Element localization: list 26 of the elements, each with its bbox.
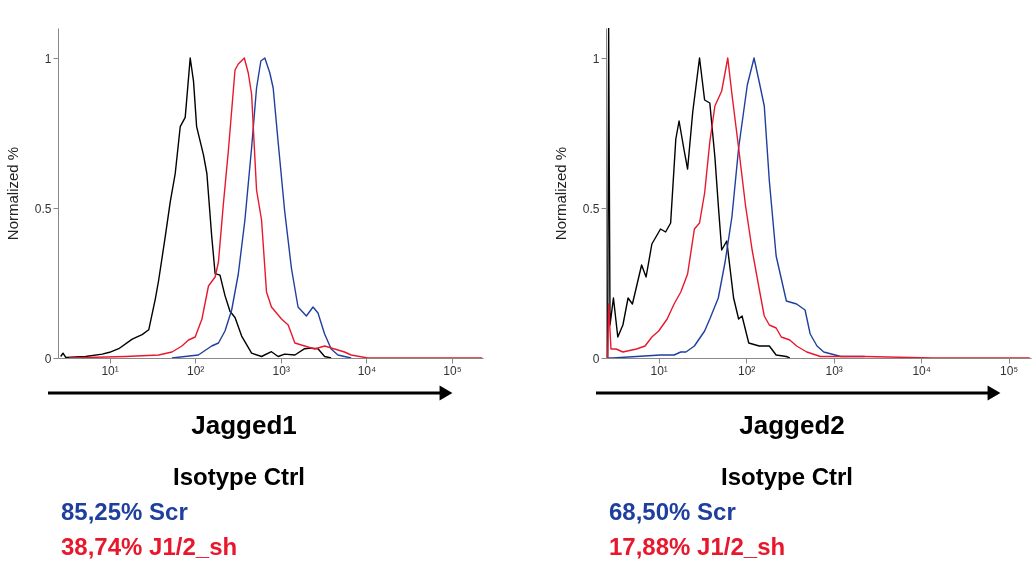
y-tick-label: 0 (592, 351, 600, 366)
x-tick-label: 10² (738, 363, 756, 378)
x-tick-label: 10¹ (650, 363, 668, 378)
x-tick-label: 10³ (272, 363, 290, 378)
x-axis-title: Jagged2 (739, 410, 845, 440)
text: 38,74% J1/2_sh (61, 533, 238, 560)
text: 68,50% Scr (609, 498, 736, 525)
x-tick-label: 10¹ (101, 363, 119, 378)
text: 85,25% Scr (61, 498, 188, 525)
x-tick-label: 10³ (825, 363, 843, 378)
x-tick-label: 10² (187, 363, 205, 378)
text: Isotype Ctrl (721, 463, 854, 490)
text: 17,88% J1/2_sh (609, 533, 786, 560)
y-tick-label: 0 (44, 351, 52, 366)
y-tick-label: 1 (592, 51, 600, 66)
x-tick-label: 10⁵ (1000, 363, 1019, 378)
x-axis-title: Jagged1 (191, 410, 297, 440)
y-axis-title: Normalized % (551, 146, 569, 241)
y-tick-label: 0.5 (34, 201, 52, 216)
y-tick-label: 1 (44, 51, 52, 66)
x-tick-label: 10⁴ (912, 363, 931, 378)
x-tick-label: 10⁵ (443, 363, 462, 378)
x-tick-label: 10⁴ (357, 363, 377, 378)
y-tick-label: 0.5 (582, 201, 600, 216)
text: Isotype Ctrl (173, 463, 306, 490)
y-axis-title: Normalized % (3, 146, 21, 241)
